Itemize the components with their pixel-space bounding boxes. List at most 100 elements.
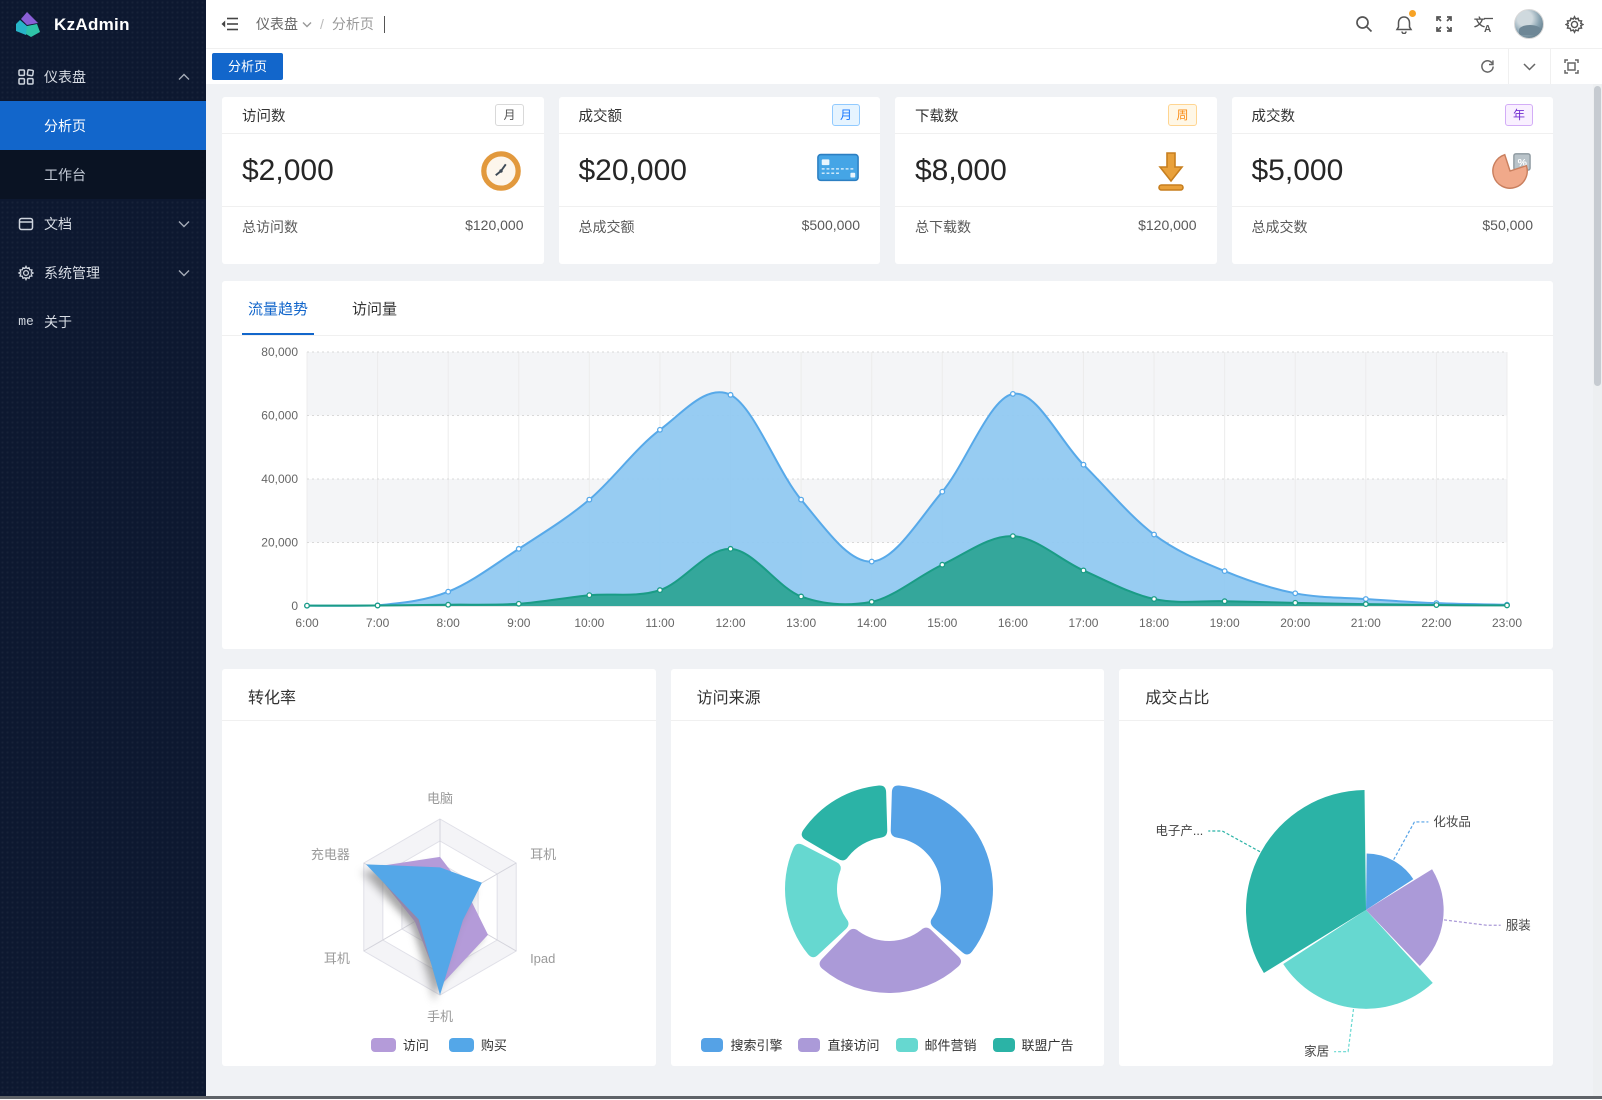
translate-icon[interactable]: 文 A xyxy=(1474,14,1494,34)
sidebar-item-about[interactable]: me 关于 xyxy=(0,297,206,346)
sidebar-item-dashboard[interactable]: 仪表盘 xyxy=(0,52,206,101)
sidebar-item-analysis[interactable]: 分析页 xyxy=(0,101,206,150)
search-icon[interactable] xyxy=(1354,14,1374,34)
donut-legend: 搜索引擎 直接访问 邮件营销 联盟广告 xyxy=(671,1035,1105,1054)
deal-share-pie-chart: 化妆品 服装 家居 电子产... xyxy=(1119,721,1553,1066)
breadcrumb-item-dashboard[interactable]: 仪表盘 xyxy=(256,14,312,34)
stat-value: $8,000 xyxy=(915,154,1007,187)
svg-text:9:00: 9:00 xyxy=(507,616,531,630)
avatar[interactable] xyxy=(1514,9,1544,39)
topbar: 仪表盘 / 分析页 xyxy=(206,0,1602,48)
svg-text:8:00: 8:00 xyxy=(437,616,461,630)
notification-dot xyxy=(1409,10,1416,17)
period-badge: 月 xyxy=(831,104,860,126)
breadcrumb-label: 仪表盘 xyxy=(256,16,298,32)
sidebar-item-system[interactable]: 系统管理 xyxy=(0,248,206,297)
legend-label: 访问 xyxy=(402,1038,429,1053)
visit-source-card: 访问来源 搜索引擎 直接访问 邮件营销 联盟广告 xyxy=(670,669,1105,1066)
svg-text:14:00: 14:00 xyxy=(857,616,887,630)
legend-label: 购买 xyxy=(480,1038,507,1053)
sidebar: KzAdmin 仪表盘 分析页工作台文档 系统管理 me 关于 xyxy=(0,0,206,1096)
legend-swatch xyxy=(992,1037,1015,1052)
legend-item[interactable]: 邮件营销 xyxy=(895,1035,977,1054)
svg-text:7:00: 7:00 xyxy=(366,616,390,630)
legend-item[interactable]: 直接访问 xyxy=(798,1035,880,1054)
svg-text:电子产...: 电子产... xyxy=(1156,824,1204,838)
period-badge: 月 xyxy=(495,104,524,126)
stat-value: $20,000 xyxy=(578,154,687,187)
stat-card-title: 下载数 xyxy=(915,108,959,125)
visit-source-donut-chart: 搜索引擎 直接访问 邮件营销 联盟广告 xyxy=(671,721,1105,1066)
stat-footer-label: 总下载数 xyxy=(915,219,971,235)
svg-text:A: A xyxy=(1484,24,1491,33)
legend-item[interactable]: 访问 xyxy=(370,1035,429,1054)
settings-gear-icon[interactable] xyxy=(1564,14,1584,34)
logo[interactable]: KzAdmin xyxy=(0,0,206,50)
card-title: 成交占比 xyxy=(1119,669,1554,721)
stat-value: $2,000 xyxy=(242,154,334,187)
sidebar-item-docs[interactable]: 文档 xyxy=(0,199,206,248)
card-title: 访问来源 xyxy=(670,669,1105,721)
stat-footer-value: $120,000 xyxy=(1138,217,1197,233)
period-badge: 年 xyxy=(1504,104,1533,126)
svg-text:文: 文 xyxy=(1474,15,1486,29)
stat-footer-label: 总访问数 xyxy=(242,219,298,235)
legend-swatch xyxy=(895,1037,918,1052)
stat-footer-label: 总成交数 xyxy=(1251,219,1308,235)
svg-text:18:00: 18:00 xyxy=(1139,616,1169,630)
notification-bell-icon[interactable] xyxy=(1394,10,1416,34)
svg-text:22:00: 22:00 xyxy=(1421,616,1451,630)
stat-card-title: 访问数 xyxy=(242,108,286,125)
collapse-sidebar-icon[interactable] xyxy=(220,14,240,34)
stat-card-title: 成交额 xyxy=(578,108,623,125)
svg-text:16:00: 16:00 xyxy=(998,616,1028,630)
tab-visits[interactable]: 访问量 xyxy=(352,300,398,318)
bottom-cards-row: 转化率 电脑 耳机 Ipad 手机 耳机 充电器 访问 购买 访问来源 搜索引擎 直接访问 邮件营… xyxy=(222,669,1554,1066)
conversion-radar-chart: 电脑 耳机 Ipad 手机 耳机 充电器 访问 购买 xyxy=(222,721,656,1066)
gear-icon xyxy=(18,264,34,281)
svg-text:手机: 手机 xyxy=(427,1009,453,1024)
app-title: KzAdmin xyxy=(54,15,130,34)
sidebar-item-workbench[interactable]: 工作台 xyxy=(0,150,206,199)
pie-icon: % xyxy=(1489,150,1531,192)
legend-item[interactable]: 购买 xyxy=(448,1035,507,1054)
legend-item[interactable]: 联盟广告 xyxy=(992,1035,1074,1054)
breadcrumb: 仪表盘 / 分析页 xyxy=(256,14,385,34)
legend-item[interactable]: 搜索引擎 xyxy=(701,1035,782,1054)
stat-card-3: 成交数 年 $5,000% 总成交数 $50,000 xyxy=(1231,97,1553,264)
legend-swatch xyxy=(448,1037,474,1052)
svg-text:充电器: 充电器 xyxy=(311,847,350,862)
stat-card-title: 成交数 xyxy=(1251,108,1296,125)
chevron-down-icon[interactable] xyxy=(1508,49,1550,84)
scrollbar[interactable] xyxy=(1593,84,1602,1096)
deal-share-card: 成交占比 化妆品 服装 家居 电子产... xyxy=(1119,669,1554,1066)
svg-text:耳机: 耳机 xyxy=(324,951,350,966)
chevron-down-icon xyxy=(178,269,190,276)
stat-footer-value: $120,000 xyxy=(465,217,524,233)
text-cursor xyxy=(383,15,385,33)
tab-traffic-trend[interactable]: 流量趋势 xyxy=(241,281,315,335)
breadcrumb-label: 分析页 xyxy=(331,16,374,32)
refresh-icon[interactable] xyxy=(1466,49,1508,84)
svg-text:家居: 家居 xyxy=(1304,1044,1329,1059)
breadcrumb-item-analysis[interactable]: 分析页 xyxy=(332,14,374,34)
maximize-icon[interactable] xyxy=(1550,49,1592,84)
fullscreen-icon[interactable] xyxy=(1434,14,1454,34)
svg-text:化妆品: 化妆品 xyxy=(1434,815,1472,829)
sidebar-item-label: 工作台 xyxy=(44,166,86,183)
svg-text:10:00: 10:00 xyxy=(574,616,604,630)
me-icon: me xyxy=(18,314,34,329)
tab-analysis-page[interactable]: 分析页 xyxy=(212,53,284,80)
stat-card-1: 成交额 月 $20,000 总成交额 $500,000 xyxy=(558,97,880,264)
tab-bar: 分析页 xyxy=(206,48,1602,84)
stat-footer-label: 总成交额 xyxy=(578,219,635,235)
svg-text:23:00: 23:00 xyxy=(1492,616,1522,630)
svg-text:17:00: 17:00 xyxy=(1068,616,1098,630)
trend-card: 流量趋势 访问量 0 20,000 40,000 60,000 80,000 6:00 7:… xyxy=(222,281,1553,649)
radar-legend: 访问 购买 xyxy=(222,1035,656,1054)
stat-card-0: 访问数 月 $2,000 总访问数 $120,000 xyxy=(222,97,544,264)
dashboard-icon xyxy=(18,68,34,85)
svg-text:60,000: 60,000 xyxy=(261,409,298,423)
scrollbar-thumb[interactable] xyxy=(1594,86,1601,386)
stat-cards-row: 访问数 月 $2,000 总访问数 $120,000 成交额 月 $20,000 总成交额 $50… xyxy=(222,97,1553,264)
